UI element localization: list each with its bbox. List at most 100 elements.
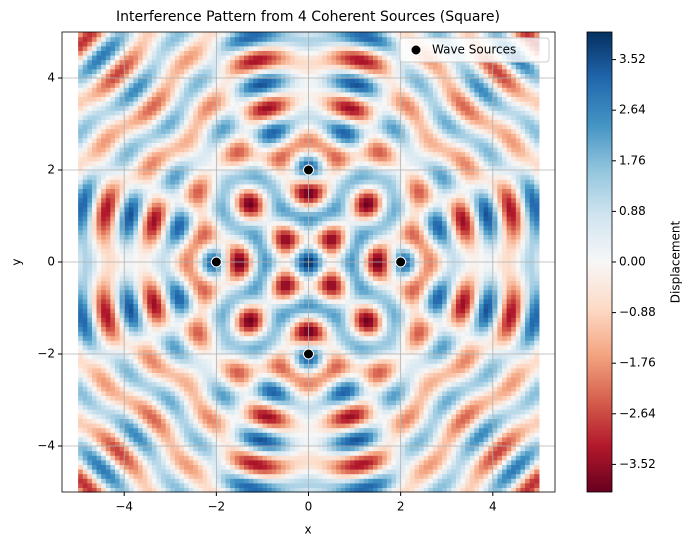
field-cell [110,340,116,346]
field-cell [184,487,190,493]
field-cell [248,55,254,61]
field-cell [303,386,310,392]
field-cell [174,133,181,139]
field-cell [303,220,310,226]
field-cell [87,308,93,314]
field-cell [234,68,240,74]
field-cell [248,413,254,419]
field-cell [294,354,300,360]
field-cell [179,381,185,387]
field-cell [174,478,181,484]
field-cell [290,262,296,268]
field-cell [114,206,121,212]
field-cell [156,298,162,304]
field-cell [253,280,259,286]
field-cell [96,78,102,84]
field-cell [128,418,135,424]
field-cell [243,326,250,332]
field-cell [216,36,222,42]
field-cell [243,73,250,79]
field-cell [271,101,277,107]
field-cell [220,321,227,327]
field-cell [165,271,171,277]
field-cell [78,59,84,65]
field-cell [234,455,240,461]
field-cell [253,464,259,470]
field-cell [105,216,111,222]
field-cell [211,64,217,70]
field-cell [234,50,240,56]
field-cell [230,73,236,79]
field-cell [119,358,125,364]
field-cell [285,183,291,189]
field-cell [82,386,88,392]
field-cell [303,114,310,120]
field-cell [248,363,254,369]
field-cell [230,147,236,153]
field-cell [303,133,310,139]
field-cell [170,87,176,93]
field-cell [174,363,181,369]
field-cell [165,321,171,327]
field-cell [280,243,287,249]
field-cell [230,358,236,364]
field-cell [276,358,282,364]
field-cell [119,105,125,111]
field-cell [230,59,236,65]
field-cell [156,243,162,249]
field-cell [285,64,291,70]
field-cell [290,243,296,249]
field-cell [280,220,287,226]
field-cell [179,409,185,415]
field-cell [197,147,204,153]
field-cell [216,321,222,327]
field-cell [257,321,264,327]
field-cell [151,160,158,166]
field-cell [225,147,231,153]
field-cell [128,174,135,180]
field-cell [193,413,199,419]
field-cell [87,266,93,272]
field-cell [174,321,181,327]
field-cell [174,377,181,383]
field-cell [225,239,231,245]
field-cell [202,193,208,199]
field-cell [87,386,93,392]
field-cell [262,423,268,429]
field-cell [202,151,208,157]
field-cell [147,87,153,93]
field-cell [299,367,305,373]
field-cell [262,285,268,291]
field-cell [101,147,107,153]
field-cell [220,312,227,318]
field-cell [303,413,310,419]
field-cell [147,96,153,102]
field-cell [197,110,204,116]
field-cell [271,142,277,148]
field-cell [202,395,208,401]
field-cell [96,188,102,194]
field-cell [253,455,259,461]
field-cell [133,151,139,157]
field-cell [216,436,222,442]
field-cell [230,303,236,309]
field-cell [78,326,84,332]
field-cell [248,151,254,157]
field-cell [243,354,250,360]
field-cell [207,165,213,171]
field-cell [138,151,144,157]
field-cell [161,170,167,176]
field-cell [161,156,167,162]
field-cell [290,206,296,212]
field-cell [151,271,158,277]
field-cell [276,381,282,387]
field-cell [124,78,130,84]
field-cell [280,197,287,203]
field-cell [271,381,277,387]
field-cell [87,101,93,107]
field-cell [211,156,217,162]
field-cell [156,340,162,346]
field-cell [294,220,300,226]
field-cell [110,432,116,438]
field-cell [119,372,125,378]
